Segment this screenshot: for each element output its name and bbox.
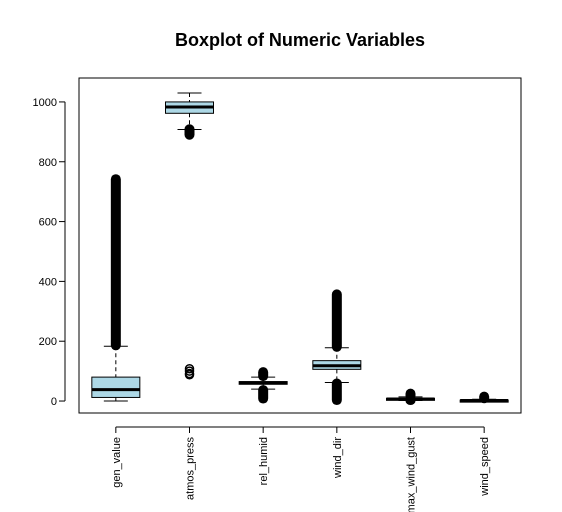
box-gen_value (91, 376, 141, 398)
outlier-point-atmos_press (184, 363, 195, 374)
y-tick-label: 1000 (33, 97, 57, 109)
outlier-points-wind_dir (331, 289, 342, 352)
y-tick-label: 600 (39, 217, 57, 229)
chart-title: Boxplot of Numeric Variables (174, 30, 426, 50)
x-tick-label-gen_value: gen_value (111, 437, 123, 488)
x-tick-label-wind_speed: wind_speed (479, 437, 491, 497)
y-tick-label: 200 (39, 336, 57, 348)
y-tick-label: 400 (39, 276, 57, 288)
plot-frame (78, 77, 522, 414)
x-tick-label-rel_humid: rel_humid (258, 437, 270, 485)
outlier-points-rel_humid (258, 367, 269, 382)
y-tick-label: 800 (39, 157, 57, 169)
outlier-points-gen_value (110, 174, 121, 351)
outlier-points-atmos_press (184, 124, 195, 140)
outlier-points-wind_dir (331, 378, 342, 406)
x-tick-label-atmos_press: atmos_press (185, 437, 197, 500)
x-tick-label-max_wind_gust: max_wind_gust (406, 437, 418, 512)
y-tick-label: 0 (51, 396, 57, 408)
outlier-points-rel_humid (258, 385, 269, 404)
x-tick-label-wind_dir: wind_dir (332, 437, 344, 479)
